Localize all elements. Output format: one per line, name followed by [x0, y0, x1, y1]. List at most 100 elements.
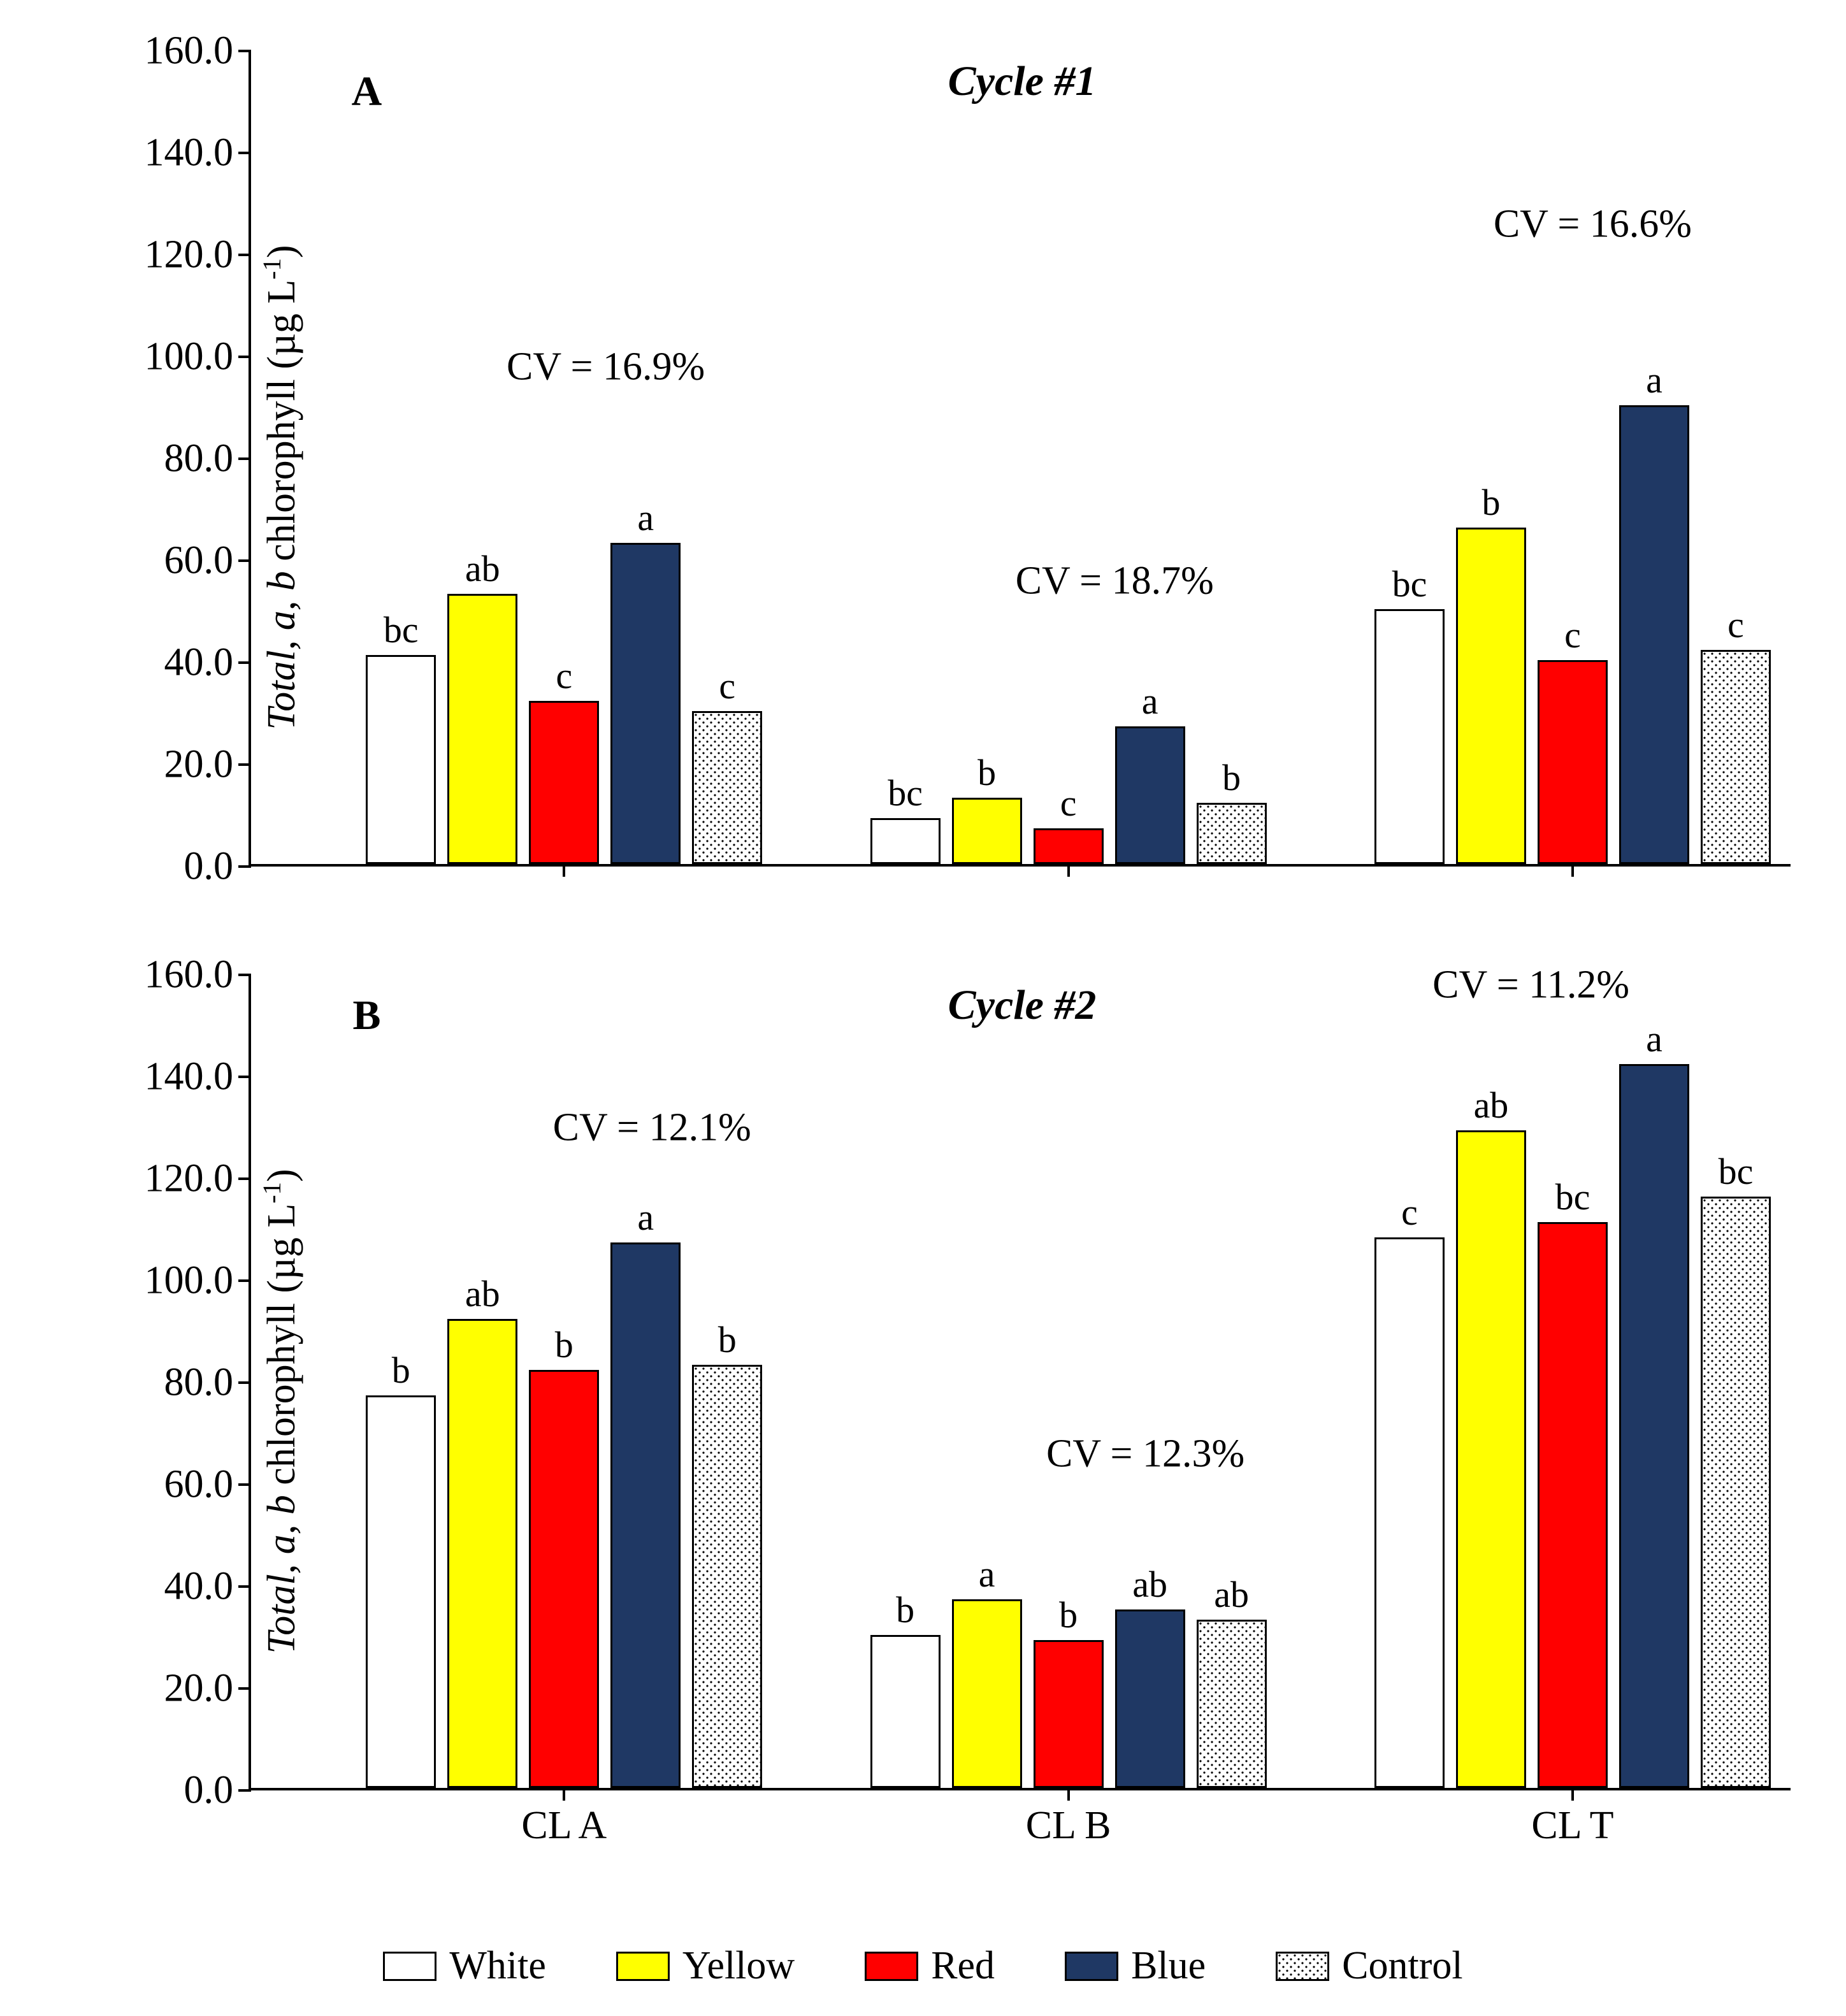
- x-tick: [1067, 864, 1070, 877]
- bar-white: [1374, 1237, 1445, 1788]
- bar-letter: a: [1142, 680, 1158, 723]
- y-tick: [238, 559, 251, 562]
- legend: WhiteYellowRedBlueControl: [25, 1943, 1821, 1989]
- bar-yellow: [1456, 1130, 1526, 1788]
- legend-swatch: [1065, 1952, 1118, 1981]
- bar-letter: b: [977, 751, 996, 794]
- bar-red: [1034, 1640, 1104, 1788]
- y-tick-label: 40.0: [164, 1564, 234, 1609]
- legend-swatch: [616, 1952, 670, 1981]
- legend-item-white: White: [383, 1943, 546, 1989]
- legend-item-blue: Blue: [1065, 1943, 1206, 1989]
- bar-white: [1374, 609, 1445, 864]
- y-tick: [238, 1279, 251, 1282]
- y-tick: [238, 865, 251, 868]
- bar-letter: bc: [384, 608, 419, 651]
- y-tick-label: 0.0: [184, 1768, 234, 1813]
- legend-label: Red: [931, 1943, 995, 1989]
- plot-area-b: 0.020.040.060.080.0100.0120.0140.0160.0b…: [249, 975, 1791, 1790]
- bar-control: [1197, 1620, 1267, 1788]
- panel-a: Total, a, b chlorophyll (µg L-1) 0.020.0…: [25, 25, 1821, 949]
- cycle-title: Cycle #2: [948, 981, 1097, 1030]
- legend-swatch: [865, 1952, 918, 1981]
- legend-label: Blue: [1131, 1943, 1206, 1989]
- cv-annotation: CV = 16.9%: [507, 345, 705, 390]
- bar-control: [692, 1365, 762, 1788]
- bar-letter: c: [719, 665, 735, 707]
- bar-letter: b: [718, 1318, 737, 1361]
- y-tick-label: 100.0: [145, 335, 234, 380]
- bar-letter: bc: [1555, 1176, 1590, 1218]
- bar-control: [1701, 650, 1771, 864]
- bar-red: [529, 1370, 599, 1788]
- bar-letter: b: [392, 1349, 410, 1392]
- bar-letter: ab: [465, 1272, 500, 1315]
- legend-swatch: [383, 1952, 436, 1981]
- bar-letter: ab: [1474, 1084, 1509, 1127]
- bar-letter: c: [1564, 614, 1581, 656]
- legend-item-control: Control: [1276, 1943, 1462, 1989]
- y-tick-label: 60.0: [164, 538, 234, 584]
- panel-letter: B: [352, 991, 380, 1040]
- x-tick-label: CL B: [1026, 1803, 1111, 1848]
- y-tick: [238, 1177, 251, 1180]
- y-tick: [238, 1789, 251, 1792]
- bar-letter: c: [1060, 782, 1077, 824]
- y-tick: [238, 763, 251, 766]
- bar-yellow: [447, 594, 517, 864]
- bar-red: [529, 701, 599, 864]
- panel-b: Total, a, b chlorophyll (µg L-1) 0.020.0…: [25, 949, 1821, 1873]
- y-tick-label: 80.0: [164, 436, 234, 482]
- cv-annotation: CV = 12.1%: [553, 1105, 751, 1151]
- bar-letter: a: [1646, 1018, 1662, 1060]
- bar-letter: ab: [1132, 1563, 1167, 1606]
- bar-blue: [1619, 405, 1689, 864]
- bar-letter: a: [1646, 359, 1662, 401]
- bar-letter: b: [555, 1323, 573, 1366]
- bar-control: [1701, 1197, 1771, 1788]
- bar-red: [1538, 1222, 1608, 1788]
- y-tick-label: 80.0: [164, 1360, 234, 1406]
- bar-letter: c: [1727, 603, 1744, 646]
- y-tick-label: 160.0: [145, 953, 234, 998]
- x-tick: [1571, 1788, 1574, 1801]
- bar-yellow: [952, 798, 1022, 864]
- y-tick: [238, 1585, 251, 1588]
- cv-annotation: CV = 18.7%: [1016, 559, 1214, 604]
- figure: Total, a, b chlorophyll (µg L-1) 0.020.0…: [25, 25, 1821, 1989]
- x-tick-label: CL T: [1531, 1803, 1613, 1848]
- bar-red: [1034, 828, 1104, 864]
- bar-letter: ab: [1214, 1573, 1249, 1616]
- y-tick: [238, 661, 251, 664]
- bar-control: [1197, 803, 1267, 864]
- bar-blue: [1115, 726, 1185, 864]
- bar-letter: a: [637, 496, 654, 539]
- bar-letter: b: [896, 1588, 914, 1631]
- bar-yellow: [1456, 528, 1526, 864]
- bar-letter: b: [1222, 756, 1241, 799]
- y-tick-label: 20.0: [164, 742, 234, 788]
- y-tick-label: 140.0: [145, 131, 234, 176]
- legend-item-red: Red: [865, 1943, 995, 1989]
- bar-red: [1538, 660, 1608, 864]
- x-tick: [1067, 1788, 1070, 1801]
- bar-blue: [610, 543, 681, 864]
- y-tick: [238, 1687, 251, 1690]
- bar-blue: [1115, 1609, 1185, 1788]
- y-tick-label: 120.0: [145, 233, 234, 278]
- x-tick: [1571, 864, 1574, 877]
- bar-letter: ab: [465, 547, 500, 590]
- x-tick: [563, 1788, 565, 1801]
- bar-white: [870, 1635, 941, 1788]
- bar-yellow: [447, 1319, 517, 1788]
- y-tick: [238, 254, 251, 256]
- x-tick: [563, 864, 565, 877]
- y-tick-label: 20.0: [164, 1666, 234, 1711]
- bar-letter: c: [556, 654, 572, 697]
- y-tick-label: 60.0: [164, 1462, 234, 1508]
- y-tick-label: 140.0: [145, 1055, 234, 1100]
- cv-annotation: CV = 16.6%: [1494, 202, 1692, 247]
- y-tick: [238, 1483, 251, 1486]
- legend-label: White: [449, 1943, 546, 1989]
- y-tick: [238, 1076, 251, 1078]
